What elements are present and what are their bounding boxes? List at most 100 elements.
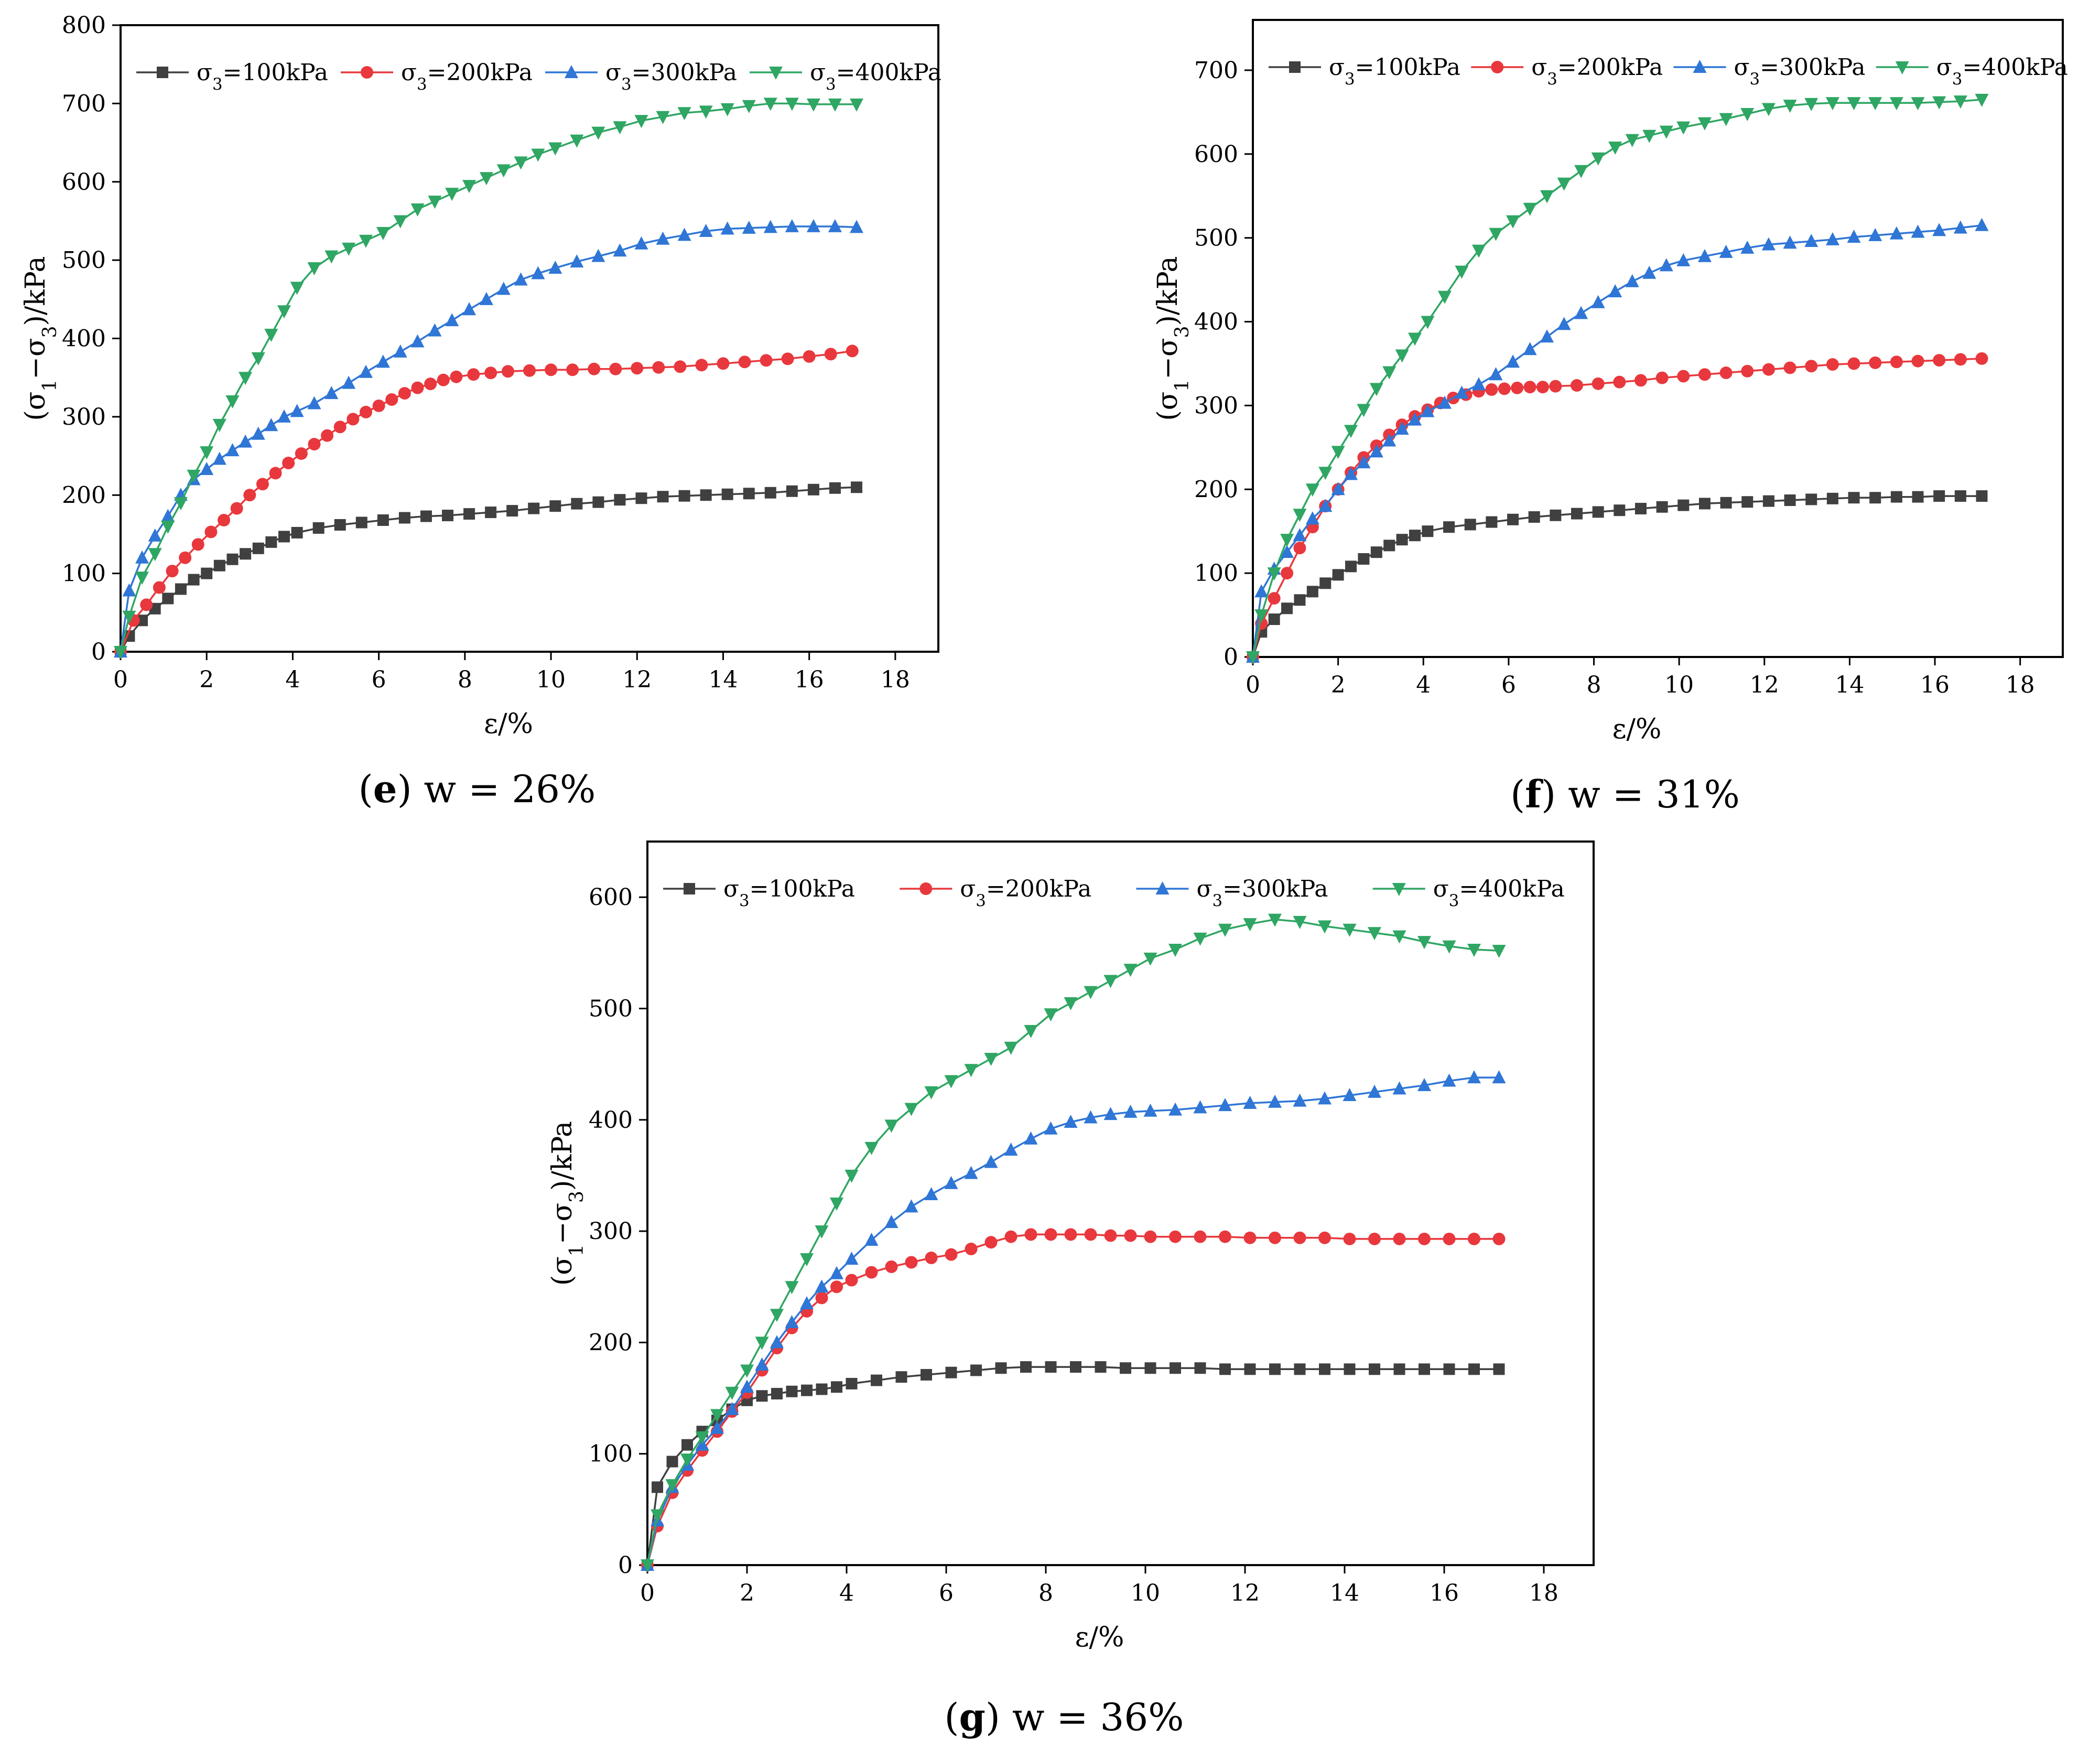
data-point (1571, 508, 1583, 520)
series-2 (641, 1228, 1506, 1571)
data-point (484, 367, 497, 380)
data-point (1975, 352, 1988, 365)
data-point (1523, 342, 1537, 355)
data-point (1268, 913, 1282, 927)
data-point (1103, 1107, 1118, 1120)
data-point (829, 482, 841, 494)
legend-marker (769, 67, 783, 80)
data-point (613, 243, 627, 257)
data-point (925, 1252, 938, 1265)
data-point (1608, 284, 1622, 297)
x-tick-label: 14 (1330, 1580, 1359, 1607)
data-point (924, 1187, 938, 1201)
data-point (1408, 332, 1422, 346)
x-tick-label: 6 (372, 666, 386, 693)
data-point (570, 134, 584, 148)
x-tick-label: 4 (1416, 672, 1431, 698)
data-point (1084, 1228, 1097, 1241)
x-tick-label: 0 (1246, 672, 1260, 698)
legend-marker (1693, 60, 1707, 73)
y-tick-label: 500 (589, 995, 633, 1022)
data-point (651, 1509, 664, 1523)
y-tick-label: 200 (589, 1329, 633, 1356)
panel-e: 0 2 4 6 8 10 12 14 16 18 0 100 200 300 400 500 600 700 800… (20, 12, 941, 811)
data-point (904, 1103, 918, 1116)
data-point (290, 404, 304, 417)
data-point (1868, 228, 1882, 241)
y-tick-label: 0 (91, 639, 106, 665)
data-point (1740, 108, 1755, 122)
data-point (1498, 382, 1511, 395)
data-point (256, 478, 269, 491)
data-point (1419, 1363, 1430, 1375)
data-point (1485, 383, 1498, 396)
data-point (674, 360, 687, 373)
data-point (1698, 368, 1711, 381)
x-tick-label: 2 (1331, 672, 1346, 698)
data-point (1868, 97, 1882, 111)
data-point (1932, 96, 1946, 110)
x-tick-label: 16 (1920, 672, 1950, 698)
data-point (1634, 503, 1647, 515)
data-point (1369, 444, 1383, 458)
data-point (1395, 422, 1409, 435)
series-line (120, 225, 857, 652)
data-point (1804, 234, 1818, 247)
panel-caption: (g) w = 36% (944, 1695, 1184, 1739)
data-point (1467, 943, 1481, 957)
series-line (120, 350, 853, 652)
data-point (657, 491, 669, 503)
data-point (1409, 530, 1421, 542)
data-point (815, 1291, 828, 1305)
data-point (548, 261, 562, 274)
data-point (1268, 1094, 1282, 1108)
data-point (213, 559, 225, 572)
data-point (944, 1176, 958, 1189)
data-point (385, 393, 398, 406)
data-point (393, 215, 407, 229)
data-point (1044, 1121, 1058, 1135)
data-point (1244, 1363, 1256, 1375)
data-point (1740, 240, 1755, 254)
data-point (1243, 1231, 1257, 1244)
data-point (864, 1141, 879, 1155)
data-point (830, 1198, 843, 1211)
data-point (755, 1357, 769, 1371)
data-point (1890, 355, 1903, 369)
legend-item: σ3=200kPa (341, 59, 533, 94)
panel-caption: (e) w = 26% (359, 767, 596, 811)
data-point (1168, 1102, 1182, 1116)
data-point (1044, 1008, 1058, 1022)
data-point (1489, 367, 1503, 381)
data-point (1655, 371, 1669, 384)
y-tick-label: 100 (1194, 560, 1238, 587)
data-point (1659, 125, 1673, 139)
data-point (1294, 1363, 1306, 1375)
data-point (1218, 1098, 1232, 1112)
data-point (652, 1481, 663, 1493)
data-point (166, 565, 179, 578)
data-point (1344, 467, 1358, 480)
data-point (135, 572, 149, 585)
y-tick-label: 400 (62, 326, 106, 352)
series-4 (114, 98, 863, 659)
data-point (445, 313, 459, 327)
legend-marker (361, 66, 373, 79)
data-point (816, 1383, 828, 1395)
data-point (428, 323, 442, 337)
data-point (252, 542, 264, 554)
data-point (485, 506, 497, 519)
legend-item: σ3=200kPa (900, 876, 1091, 910)
x-tick-label: 2 (740, 1580, 754, 1607)
data-point (1625, 134, 1639, 147)
panel-g: 0 2 4 6 8 10 12 14 16 18 0 100 200 300 400 500 600 ε/% (σ1… (547, 840, 1595, 1739)
data-point (1506, 354, 1520, 368)
data-point (1720, 497, 1732, 509)
data-point (1269, 1363, 1281, 1375)
y-axis-title: (σ1−σ3)/kPa (547, 1121, 588, 1286)
data-point (523, 364, 536, 377)
data-point (1293, 1231, 1306, 1244)
legend: σ3=100kPa σ3=200kPa σ3=300kPa σ3=400kPa (136, 59, 941, 94)
data-point (1540, 329, 1554, 343)
